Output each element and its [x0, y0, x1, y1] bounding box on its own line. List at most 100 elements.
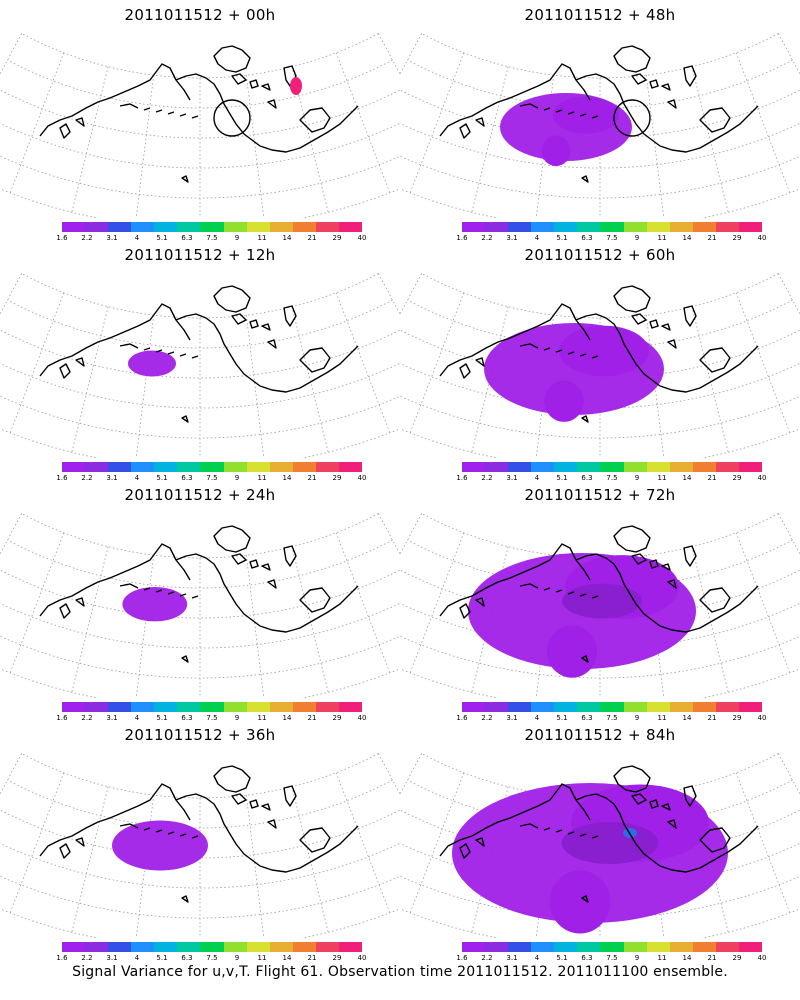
- colorbar-tick-label: 11: [257, 474, 267, 482]
- colorbar-swatch: [108, 222, 132, 232]
- panel-title: 2011011512 + 60h: [524, 246, 676, 264]
- colorbar-tick-label: 4: [134, 474, 140, 482]
- meridian-line: [400, 753, 422, 796]
- colorbar-swatches: [462, 222, 763, 232]
- panel-title: 2011011512 + 00h: [124, 6, 276, 24]
- colorbar-swatch: [131, 702, 155, 712]
- coastline: [175, 793, 261, 867]
- colorbar-swatch: [646, 702, 670, 712]
- colorbar-tick-label: 2.2: [81, 234, 93, 242]
- colorbar-swatch: [692, 702, 716, 712]
- colorbar-swatch: [292, 222, 316, 232]
- coastline: [213, 45, 251, 73]
- colorbar-tick-label: 14: [282, 954, 292, 962]
- colorbar-ticks: 1.6 2.2 3.1 4 5.1 6.3 7.5 9 11 14 21 29 40: [456, 952, 766, 964]
- latitude-line: [400, 395, 800, 439]
- colorbar-swatch: [531, 222, 555, 232]
- colorbar-swatch: [646, 462, 670, 472]
- colorbar-swatch: [485, 462, 509, 472]
- colorbar-tick-label: 7.5: [206, 714, 218, 722]
- coastline: [683, 305, 697, 327]
- colorbar-tick-label: 14: [282, 714, 292, 722]
- latitude-line: [0, 668, 400, 698]
- colorbar-tick-label: 29: [332, 714, 342, 722]
- coastline: [283, 305, 297, 327]
- colorbar-swatches: [462, 462, 763, 472]
- colorbar-tick-label: 4: [534, 234, 540, 242]
- coastline: [59, 597, 85, 619]
- coastline: [299, 587, 331, 613]
- map-panel: 2011011512 + 60h 1.6 2.2 3.1 4 5.1 6.3 7.5 9 11 14…: [400, 240, 800, 485]
- latitude-line: [21, 513, 379, 559]
- coastline: [631, 73, 671, 91]
- colorbar-tick-label: 1.6: [456, 714, 468, 722]
- colorbar-tick-label: 40: [357, 714, 367, 722]
- meridian-line: [335, 772, 391, 913]
- colorbar-tick-label: 29: [732, 954, 742, 962]
- meridian-line: [691, 546, 729, 693]
- colorbar-tick-label: 21: [707, 714, 717, 722]
- colorbar-swatch: [246, 462, 270, 472]
- meridian-line: [71, 306, 109, 453]
- colorbar-tick-label: 6.3: [581, 234, 593, 242]
- meridian-line: [71, 66, 109, 213]
- meridian-line: [645, 315, 665, 458]
- colorbar-swatch: [554, 462, 578, 472]
- latitude-line: [400, 569, 800, 619]
- meridian-line: [0, 273, 22, 316]
- variance-blob: [112, 820, 208, 871]
- coastline: [299, 107, 331, 133]
- coastline: [683, 545, 697, 567]
- colorbar-swatch: [577, 942, 601, 952]
- colorbar-swatch: [200, 222, 224, 232]
- colorbar-tick-label: 1.6: [456, 474, 468, 482]
- colorbar-tick-label: 7.5: [206, 234, 218, 242]
- colorbar-swatch: [62, 462, 86, 472]
- colorbar-tick-label: 1.6: [456, 234, 468, 242]
- colorbar-tick-label: 4: [134, 954, 140, 962]
- colorbar-swatch: [200, 942, 224, 952]
- map-panel: 2011011512 + 24h 1.6 2.2 3.1 4 5.1 6.3 7.5 9 11 14…: [0, 480, 400, 725]
- coastline: [581, 819, 677, 903]
- meridian-line: [645, 75, 665, 218]
- coastline: [659, 585, 759, 633]
- colorbar-swatch: [692, 462, 716, 472]
- panel-title: 2011011512 + 48h: [524, 6, 676, 24]
- map-canvas: [0, 513, 400, 698]
- colorbar-swatch: [738, 222, 763, 232]
- latitude-line: [0, 875, 400, 919]
- latitude-line: [400, 842, 800, 889]
- colorbar-tick-label: 40: [357, 954, 367, 962]
- latitude-line: [0, 89, 400, 139]
- coastline: [581, 99, 677, 183]
- colorbar-swatch: [669, 222, 693, 232]
- colorbar-swatch: [669, 942, 693, 952]
- colorbar-tick-label: 21: [707, 234, 717, 242]
- meridian-line: [0, 753, 22, 796]
- colorbar-swatch: [600, 222, 624, 232]
- coastline: [59, 117, 85, 139]
- colorbar-tick-label: 29: [332, 954, 342, 962]
- colorbar-tick-label: 40: [757, 474, 767, 482]
- colorbar-swatch: [338, 222, 363, 232]
- coastline: [299, 827, 331, 853]
- colorbar-ticks: 1.6 2.2 3.1 4 5.1 6.3 7.5 9 11 14 21 29 40: [56, 232, 366, 244]
- coastline: [459, 597, 485, 619]
- map-panel: 2011011512 + 00h 1.6 2.2 3.1 4 5.1 6.3 7.5 9 11 14…: [0, 0, 400, 245]
- variance-blob: [544, 380, 584, 422]
- colorbar-swatch: [338, 702, 363, 712]
- colorbar-tick-label: 3.1: [506, 474, 518, 482]
- variance-hotspot: [290, 77, 302, 95]
- colorbar-tick-label: 7.5: [206, 474, 218, 482]
- colorbar-tick-label: 14: [682, 234, 692, 242]
- colorbar-tick-label: 3.1: [506, 714, 518, 722]
- colorbar-legend: 1.6 2.2 3.1 4 5.1 6.3 7.5 9 11 14 21 29 40: [56, 942, 366, 966]
- latitude-line: [400, 89, 800, 139]
- coastline: [575, 553, 661, 627]
- colorbar-tick-label: 29: [332, 234, 342, 242]
- colorbar-swatch: [462, 702, 486, 712]
- coastline: [231, 313, 271, 331]
- colorbar-tick-label: 3.1: [106, 234, 118, 242]
- colorbar-tick-label: 4: [534, 714, 540, 722]
- latitude-line: [400, 602, 800, 649]
